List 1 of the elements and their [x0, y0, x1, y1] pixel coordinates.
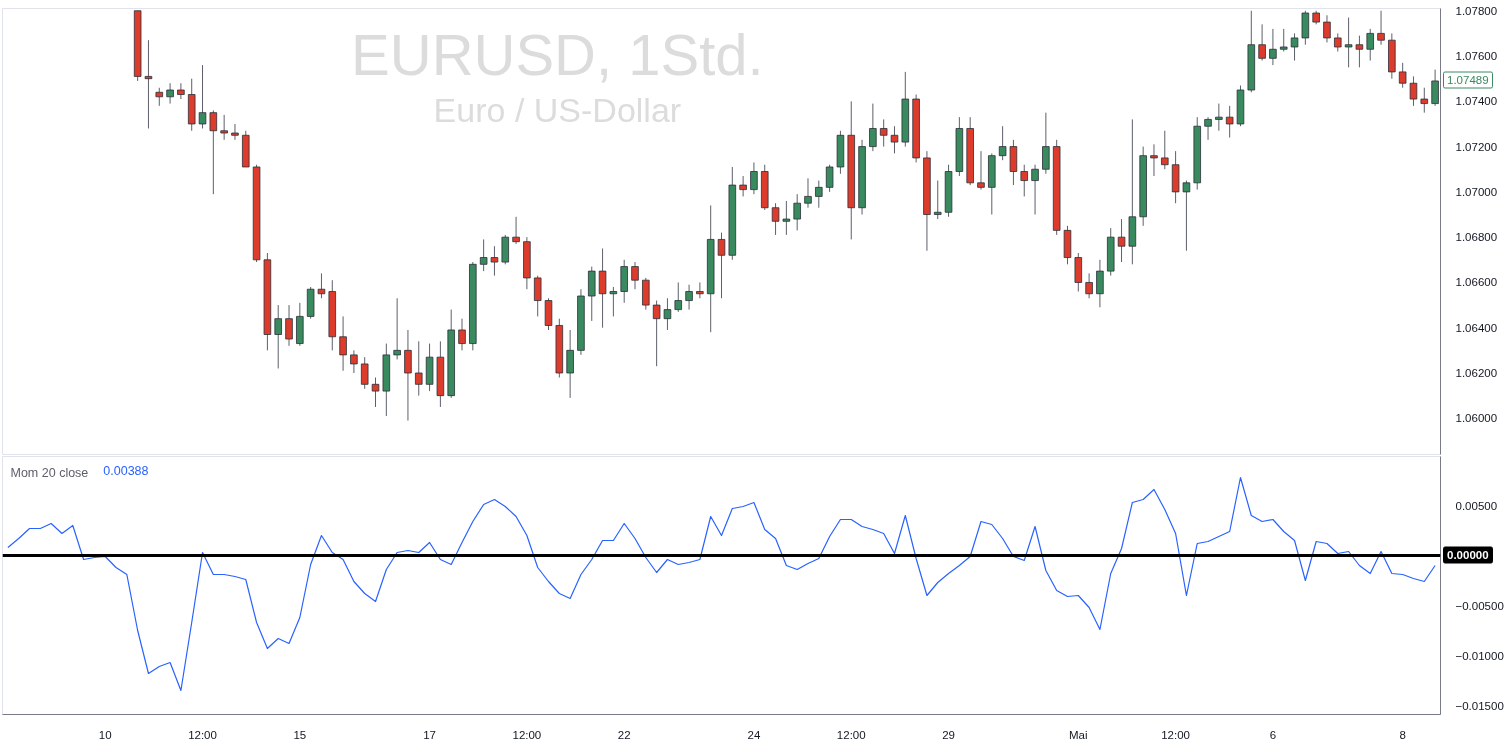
text: Mom 20 close: [10, 465, 89, 480]
